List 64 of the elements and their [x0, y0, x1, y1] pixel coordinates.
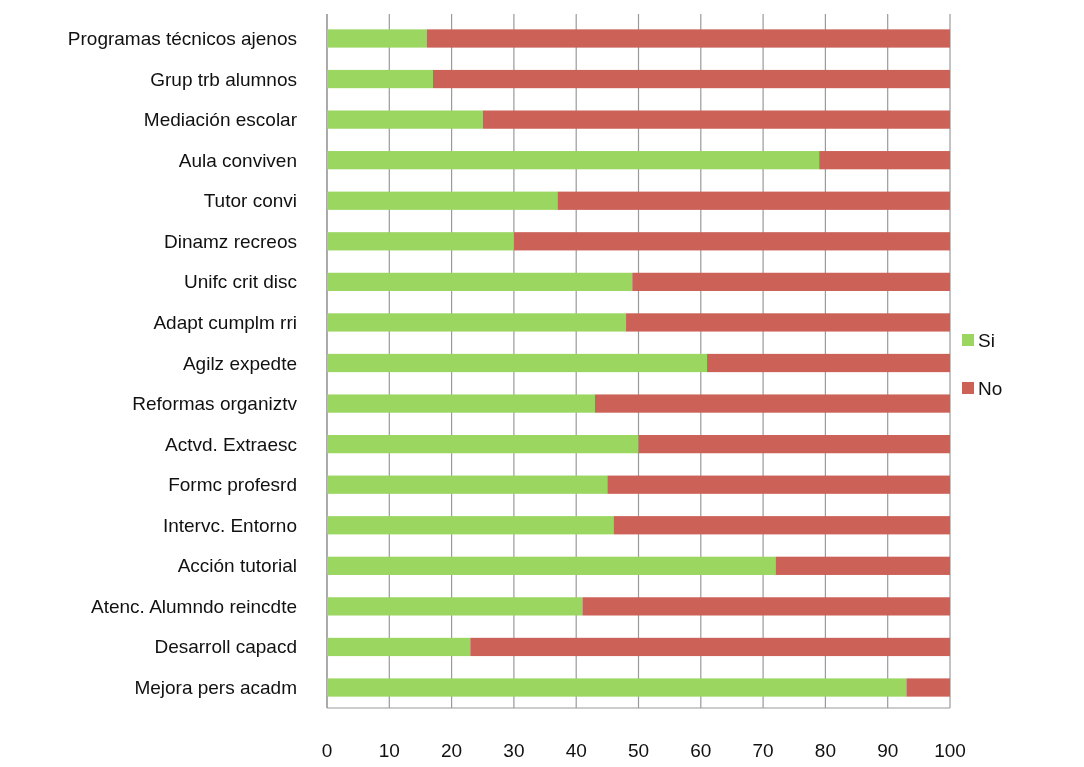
bar: [582, 597, 950, 616]
y-tick-label: Adapt cumplm rri: [153, 311, 297, 333]
y-tick-label: Dinamz recreos: [163, 230, 297, 252]
bar: [327, 232, 514, 251]
y-tick-label: Mejora pers acadm: [134, 677, 297, 699]
y-tick-label: Programas técnicos ajenos: [67, 27, 297, 49]
bar: [327, 516, 614, 535]
y-tick-label: Desarroll capacd: [154, 636, 297, 658]
legend-label: No: [978, 377, 1003, 399]
x-tick-label: 50: [627, 740, 650, 761]
bar: [594, 394, 950, 413]
y-tick-label: Actvd. Extraesc: [165, 433, 297, 455]
bar: [482, 110, 950, 129]
y-tick-label: Agilz expedte: [182, 352, 297, 374]
y-tick-label: Unifc crit disc: [184, 271, 297, 293]
bar: [327, 272, 633, 291]
bar: [557, 191, 950, 210]
bar: [819, 151, 950, 170]
bar: [470, 637, 950, 657]
bar: [327, 110, 483, 129]
y-tick-label: Mediación escolar: [143, 109, 298, 131]
y-tick-label: Intervc. Entorno: [162, 514, 297, 536]
bar: [327, 151, 820, 170]
x-tick-label: 90: [877, 740, 899, 761]
bar: [327, 69, 433, 89]
bar: [327, 435, 639, 454]
x-tick-label: 70: [752, 740, 774, 761]
bar: [327, 637, 471, 657]
legend-label: Si: [978, 329, 995, 351]
x-tick-label: 0: [321, 740, 333, 761]
bar: [638, 435, 950, 454]
x-tick-label: 30: [503, 740, 525, 761]
x-tick-label: 10: [378, 740, 400, 761]
bar: [426, 29, 950, 48]
x-tick-label: 80: [814, 740, 836, 761]
bar: [707, 353, 950, 373]
y-tick-label: Reformas organiztv: [132, 393, 298, 415]
x-tick-label: 60: [690, 740, 712, 761]
bar: [626, 313, 950, 332]
bar: [906, 678, 950, 697]
y-tick-label: Aula conviven: [178, 149, 297, 171]
bar: [432, 69, 950, 89]
bar: [607, 475, 950, 494]
y-tick-label: Grup trb alumnos: [150, 68, 297, 90]
bar: [327, 353, 708, 373]
bar: [613, 516, 950, 535]
y-tick-label: Tutor convi: [203, 190, 297, 212]
bar: [327, 597, 583, 616]
x-tick-label: 100: [934, 740, 966, 761]
bar: [632, 272, 950, 291]
y-tick-label: Atenc. Alumndo reincdte: [91, 595, 297, 617]
y-tick-label: Acción tutorial: [177, 555, 297, 577]
y-tick-label: Formc profesrd: [168, 474, 297, 496]
x-tick-label: 20: [441, 740, 463, 761]
bar: [327, 475, 608, 494]
bar: [327, 394, 595, 413]
bar: [775, 556, 950, 575]
bar: [327, 191, 558, 210]
x-tick-label: 40: [565, 740, 587, 761]
bar: [327, 678, 907, 697]
bar: [327, 29, 427, 48]
bar: [327, 556, 776, 575]
bar: [513, 232, 950, 251]
bar: [327, 313, 627, 332]
